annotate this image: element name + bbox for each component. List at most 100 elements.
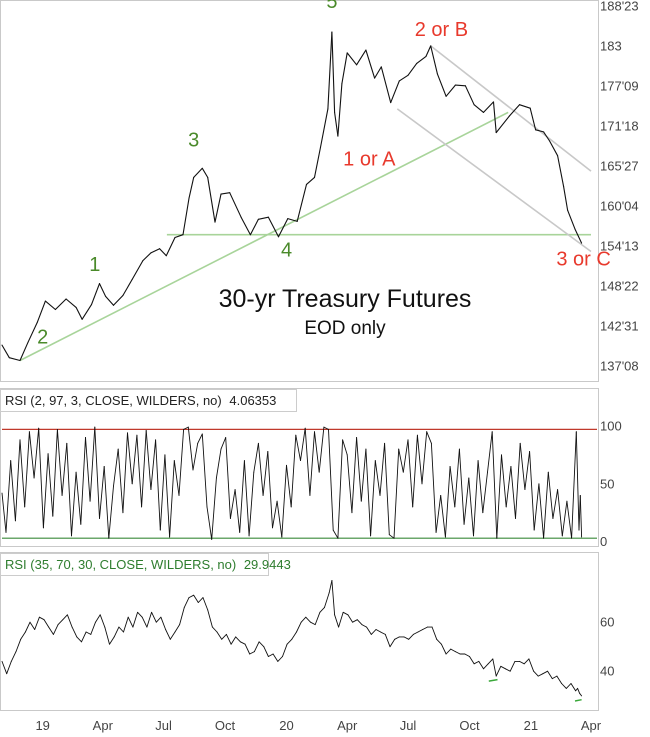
rsi35-segment [384,633,391,648]
rsi2-segment [440,494,446,538]
wave-label: 3 or C [556,249,610,271]
price-segment [174,234,184,239]
price-segment [380,66,392,104]
rsi2-segment [164,454,171,538]
price-segment [543,131,551,142]
rsi35-segment [328,580,333,594]
rsi35-segment [445,648,452,655]
rsi35-segment [188,594,195,599]
trendline [396,108,592,253]
trendline [19,111,509,362]
price-segment [331,31,336,113]
rsi35-segment [48,626,54,635]
rsi2-segment [430,442,437,533]
rsi35-segment [132,611,139,628]
rsi2-y-axis: 100 50 0 [600,418,622,549]
rsi2-segment [342,439,348,456]
rsi2-segment [155,439,161,531]
rsi35-segment [57,619,64,626]
rsi35-segment [305,616,311,623]
rsi35-segment [331,580,336,616]
rsi2-segment [519,442,526,491]
rsi2-segment [192,442,199,471]
price-segment [574,228,583,244]
x-tick-label: Apr [581,718,602,733]
price-segment [214,193,222,223]
rsi35-segment [123,616,129,633]
rsi35-segment [334,614,340,628]
rsi35-segment [221,633,227,640]
rsi2-segment [206,506,213,540]
price-segment [240,216,251,236]
rsi2-segment [384,442,390,536]
price-segment [567,209,576,230]
rsi35-segment [127,616,134,628]
price-segment [445,84,456,97]
rsi35-segment [99,614,106,628]
rsi2-segment [337,439,344,539]
rsi2-segment [272,500,278,529]
rsi2-segment [332,529,339,539]
x-tick-label: 21 [524,718,538,733]
rsi35-segment [183,597,190,608]
rsi2-segment [108,485,114,539]
price-segment [112,294,124,306]
price-series [1,31,583,362]
price-segment [81,304,93,320]
rsi35-segment [137,611,143,618]
rsi35-segment [403,636,410,640]
price-segment [165,236,176,257]
rsi35-segment [272,653,279,662]
rsi2-segment [267,450,273,529]
rsi2-segment [47,453,54,517]
chart-subtitle: EOD only [304,318,386,339]
rsi35-segment [528,658,535,672]
rsi35-segment [500,665,506,670]
rsi2-segment [253,442,259,473]
price-segment [557,155,565,188]
price-segment [8,357,21,362]
rsi35-segment [10,651,17,662]
rsi2-segment [505,465,512,508]
rsi2-segment [473,460,479,537]
price-segment [122,278,133,297]
rsi35-segment [20,631,26,640]
rsi2-segment [248,471,255,537]
rsi2-segment [141,430,147,508]
price-y-tick-label: 142'31 [600,318,639,333]
rsi2-segment [257,442,264,496]
rsi35-segment [570,683,577,692]
rsi35-y-tick-label: 40 [600,664,614,679]
rsi2-segment [1,492,7,533]
rsi35-series [1,580,583,697]
rsi2-segment [14,439,21,522]
price-segment [201,167,209,178]
rsi2-segment [557,489,563,537]
rsi2-segment [225,437,231,519]
rsi35-segment [277,656,283,662]
rsi35-segment [52,624,59,635]
price-segment [182,197,190,236]
rsi2-last-value: 4.06353 [229,393,276,408]
rsi35-segment [197,597,204,603]
rsi2-segment [398,448,404,473]
price-segment [374,66,382,79]
rsi35-title-box [0,553,269,576]
rsi35-segment [352,619,358,623]
rsi35-segment [509,660,516,672]
price-segment [220,192,231,195]
rsi35-segment [431,626,438,640]
rsi35-segment [338,611,344,628]
price-segment [104,295,115,306]
rsi2-segment [543,471,549,539]
rsi35-segment [267,653,274,657]
rsi35-segment [551,675,558,680]
price-segment [549,140,559,157]
price-segment [1,344,10,359]
divergence-mark [574,698,582,702]
rsi35-y-tick-label: 60 [600,615,614,630]
rsi35-segment [211,626,218,633]
rsi35-segment [118,626,124,633]
rsi2-segment [379,442,386,496]
rsi2-segment [566,500,573,539]
